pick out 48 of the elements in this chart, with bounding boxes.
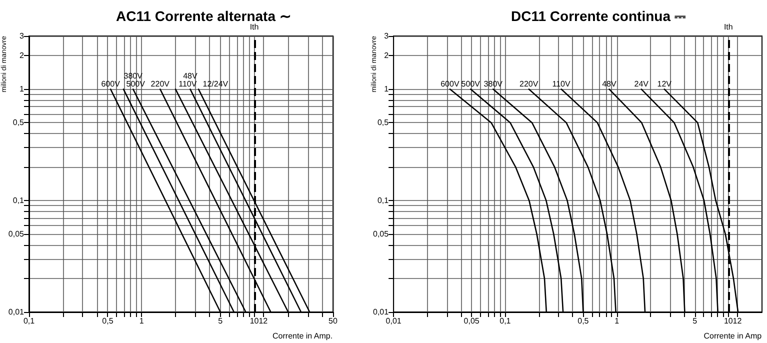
x-tick-label: 0,5 <box>578 316 590 326</box>
series-label: 24V <box>634 80 650 89</box>
x-tick-label: 12 <box>258 316 268 326</box>
series-label: 12/24V <box>202 80 229 89</box>
x-tick-label: 0,05 <box>464 316 480 326</box>
y-tick-label: 0,5 <box>12 118 25 128</box>
x-tick-label: 1 <box>614 316 620 326</box>
series-label: 110V <box>552 80 571 89</box>
series-label: 220V <box>150 80 170 89</box>
x-tick-label: 50 <box>328 316 338 326</box>
x-tick-label: 0,1 <box>500 316 512 326</box>
series-label: 48V <box>602 80 617 89</box>
series-label: 500V <box>461 80 481 89</box>
ref-line-label: Ith <box>250 22 259 32</box>
series-label: 12V <box>657 80 672 89</box>
ref-line-label: Ith <box>724 22 733 32</box>
series-label: 500V <box>126 80 146 89</box>
series-label: 600V <box>101 80 121 89</box>
series-label: 380V <box>484 80 504 89</box>
y-tick-label: 0,01 <box>372 308 390 316</box>
y-tick-label: 0,01 <box>8 308 25 316</box>
y-tick-label: 1 <box>384 84 390 94</box>
y-tick-label: 2 <box>20 51 25 60</box>
y-tick-label: 2 <box>384 51 390 60</box>
y-tick-label: 0,05 <box>8 230 25 239</box>
x-tick-label: 10 <box>724 316 734 326</box>
y-tick-label: 0,1 <box>12 196 25 206</box>
series-label: 220V <box>520 80 539 89</box>
x-tick-label: 10 <box>250 316 260 326</box>
y-tick-label: 3 <box>384 32 390 40</box>
x-tick-label: 5 <box>692 316 698 326</box>
y-tick-label: 0,1 <box>377 196 390 206</box>
x-tick-label: 0,5 <box>102 316 114 326</box>
x-tick-label: 1 <box>139 316 144 326</box>
chart-title: DC11 Corrente continua ⎓ <box>511 8 686 24</box>
x-axis-title: Corrente in Amp <box>704 332 762 340</box>
series-label: 48V <box>183 72 198 81</box>
x-axis-title: Corrente in Amp. <box>272 332 333 340</box>
y-tick-label: 0,5 <box>377 118 390 128</box>
x-tick-label: 12 <box>732 316 742 326</box>
y-tick-label: 1 <box>20 84 25 94</box>
y-tick-label: 0,05 <box>372 230 390 239</box>
y-tick-label: 3 <box>20 32 25 40</box>
series-label: 110V <box>178 80 198 89</box>
x-tick-label: 5 <box>218 316 224 326</box>
chart-title: AC11 Corrente alternata ∼ <box>116 8 292 24</box>
series-label: 380V <box>124 72 144 81</box>
series-label: 600V <box>440 80 460 89</box>
